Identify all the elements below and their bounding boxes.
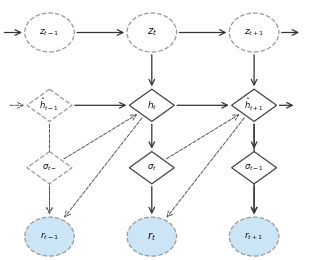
Circle shape [25,13,74,52]
Text: $z_{t+1}$: $z_{t+1}$ [244,27,264,38]
Text: $\sigma_t$: $\sigma_t$ [147,162,157,173]
Text: $z_{t-1}$: $z_{t-1}$ [39,27,60,38]
Circle shape [229,217,279,256]
Polygon shape [129,89,174,121]
Text: $\hat{h}_{t+1}$: $\hat{h}_{t+1}$ [244,97,264,113]
Polygon shape [27,152,72,184]
Text: $h_t$: $h_t$ [147,99,157,112]
Text: $r_{t-1}$: $r_{t-1}$ [40,231,59,242]
Text: $r_t$: $r_t$ [147,230,156,243]
Circle shape [25,217,74,256]
Circle shape [229,13,279,52]
Polygon shape [129,152,174,184]
Text: $\sigma_{t-1}$: $\sigma_{t-1}$ [244,162,264,173]
Text: $z_t$: $z_t$ [147,27,157,38]
Text: $\hat{h}_{t-1}$: $\hat{h}_{t-1}$ [40,97,59,113]
Polygon shape [27,89,72,121]
Circle shape [127,13,177,52]
Polygon shape [232,89,277,121]
Text: $\sigma_{t-}$: $\sigma_{t-}$ [42,162,57,173]
Polygon shape [232,152,277,184]
Text: $r_{t+1}$: $r_{t+1}$ [245,231,264,242]
Circle shape [127,217,177,256]
